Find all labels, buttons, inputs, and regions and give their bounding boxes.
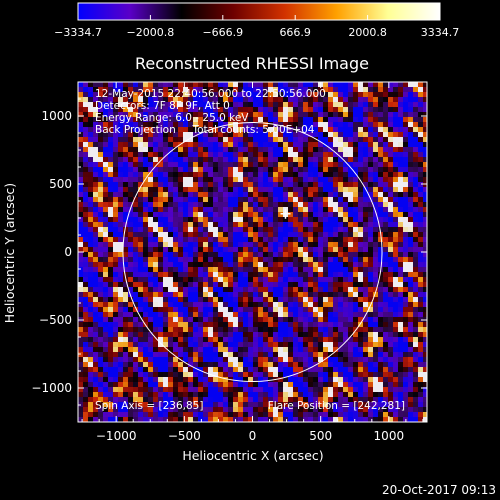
x-tick-label: 0 (249, 429, 257, 443)
info-time-range: 12-May-2015 22:40:56.000 to 22:50:56.000 (95, 88, 326, 100)
colorbar-tick-label: 666.9 (279, 26, 311, 39)
x-tick-label: −1000 (96, 429, 137, 443)
flare-position-label: Flare Position = [242,281] (268, 400, 405, 412)
x-tick-label: −500 (168, 429, 201, 443)
colorbar-ticks: −3334.7 −2000.8 −666.9 666.9 2000.8 3334.7 (54, 15, 459, 39)
colorbar-tick-label: 3334.7 (421, 26, 460, 39)
y-tick-label: −500 (39, 313, 72, 327)
y-tick-label: 1000 (41, 109, 72, 123)
y-tick-label: 500 (49, 177, 72, 191)
y-tick-label: 0 (64, 245, 72, 259)
y-tick-label: −1000 (31, 381, 72, 395)
colorbar-tick-label: −3334.7 (54, 26, 102, 39)
footer-timestamp: 20-Oct-2017 09:13 (382, 483, 496, 497)
colorbar-tick-label: −666.9 (202, 26, 243, 39)
heatmap-image (78, 82, 427, 422)
colorbar (77, 2, 441, 21)
flare-position-marker (280, 208, 291, 219)
info-energy-range: Energy Range: 6.0 - 25.0 keV (95, 112, 249, 124)
info-detectors: Detectors: 7F 8F 9F, Att 0 (95, 100, 230, 112)
spin-axis-label: Spin Axis = [236,85] (95, 400, 203, 412)
x-tick-label: 500 (309, 429, 332, 443)
info-method-counts: Back Projection Total counts: 5.00E+04 (95, 124, 315, 136)
y-axis-label: Heliocentric Y (arcsec) (2, 183, 17, 323)
colorbar-tick-label: −2000.8 (127, 26, 175, 39)
x-axis-ticks: −1000 −500 0 500 1000 (81, 82, 424, 443)
chart-title: Reconstructed RHESSI Image (135, 54, 369, 73)
x-tick-label: 1000 (374, 429, 405, 443)
y-axis-ticks: −1000 −500 0 500 1000 (31, 81, 427, 423)
colorbar-tick-label: 2000.8 (348, 26, 387, 39)
x-axis-label: Heliocentric X (arcsec) (182, 448, 323, 463)
solar-limb (122, 121, 383, 383)
